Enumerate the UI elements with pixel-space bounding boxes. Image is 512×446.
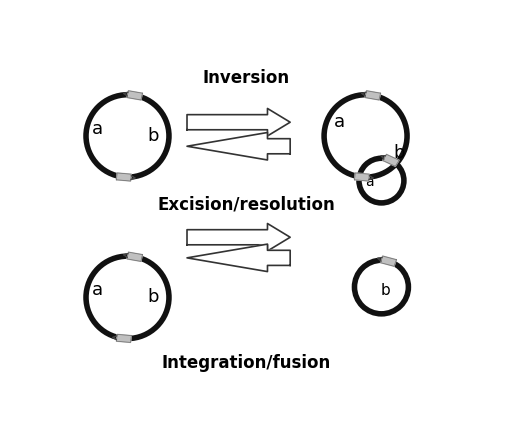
Polygon shape	[354, 173, 370, 181]
Text: a: a	[92, 120, 103, 138]
Polygon shape	[116, 173, 132, 181]
Polygon shape	[380, 256, 396, 266]
Text: b: b	[380, 283, 390, 298]
Text: Inversion: Inversion	[203, 69, 290, 87]
Polygon shape	[116, 334, 132, 343]
Polygon shape	[187, 223, 290, 251]
Text: Excision/resolution: Excision/resolution	[158, 196, 335, 214]
Polygon shape	[365, 91, 380, 100]
Text: b: b	[147, 289, 159, 306]
Polygon shape	[187, 132, 290, 160]
Text: a: a	[334, 113, 345, 131]
Polygon shape	[187, 108, 290, 136]
Text: b: b	[147, 127, 159, 145]
Polygon shape	[127, 252, 142, 261]
Polygon shape	[187, 244, 290, 272]
Text: a: a	[92, 281, 103, 299]
Text: b: b	[394, 144, 405, 162]
Text: a: a	[365, 175, 374, 189]
Polygon shape	[383, 154, 399, 166]
Text: Integration/fusion: Integration/fusion	[162, 354, 331, 372]
Polygon shape	[127, 91, 142, 100]
